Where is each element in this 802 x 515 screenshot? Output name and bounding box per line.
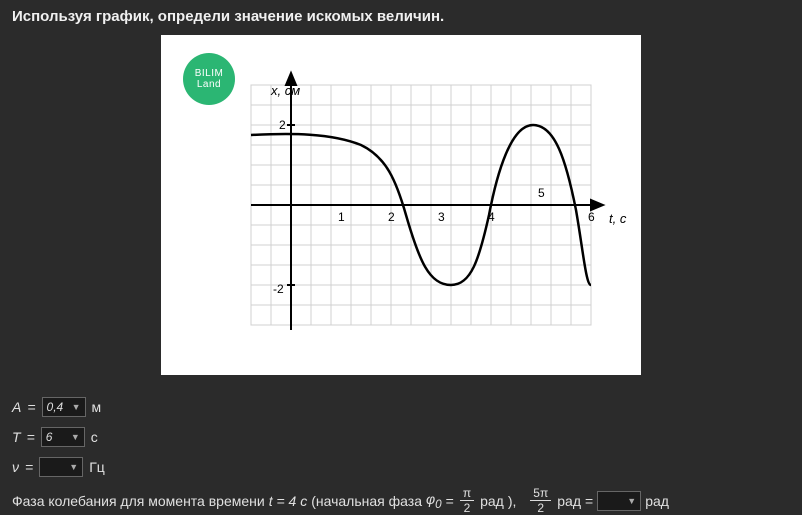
label-T: T xyxy=(12,423,21,451)
phase-t-eq: t = 4 с xyxy=(269,493,308,509)
dropdown-T-value: 6 xyxy=(46,425,53,449)
phase-prefix: Фаза колебания для момента времени xyxy=(12,493,265,509)
rad-unit-3: рад xyxy=(645,493,669,509)
svg-text:6: 6 xyxy=(588,210,595,224)
y-tick-neg2: -2 xyxy=(273,282,284,296)
equals: = xyxy=(25,453,33,481)
rad-unit-2: рад xyxy=(557,493,581,509)
answer-T-row: T = 6 ▼ с xyxy=(12,423,790,451)
svg-text:5: 5 xyxy=(538,186,545,200)
equals: = xyxy=(585,493,593,509)
x-axis-label: t, с xyxy=(609,211,627,226)
dropdown-T[interactable]: 6 ▼ xyxy=(41,427,85,447)
logo-line2: Land xyxy=(197,79,221,90)
svg-text:1: 1 xyxy=(338,210,345,224)
chevron-down-icon: ▼ xyxy=(72,398,81,416)
dropdown-A-value: 0,4 xyxy=(47,395,64,419)
label-A: A xyxy=(12,393,21,421)
phase-value-fraction: 5π 2 xyxy=(530,487,551,514)
answer-A-row: A = 0,4 ▼ м xyxy=(12,393,790,421)
y-tick-2: 2 xyxy=(279,118,286,132)
logo-line1: BILIM xyxy=(195,68,224,79)
unit-nu: Гц xyxy=(89,453,105,481)
dropdown-phase[interactable]: ▼ xyxy=(597,491,641,511)
phi0-fraction: π 2 xyxy=(460,487,474,514)
equals: = xyxy=(27,423,35,451)
rad-unit-1: рад xyxy=(480,493,504,509)
svg-text:2: 2 xyxy=(388,210,395,224)
chart-container: BILIM Land xyxy=(161,35,641,375)
answers-block: A = 0,4 ▼ м T = 6 ▼ с ν = ▼ Гц xyxy=(12,393,790,481)
chevron-down-icon: ▼ xyxy=(69,458,78,476)
problem-heading: Используя график, определи значение иско… xyxy=(12,8,790,25)
svg-text:3: 3 xyxy=(438,210,445,224)
unit-T: с xyxy=(91,423,98,451)
close-paren: ), xyxy=(508,493,517,509)
dropdown-nu[interactable]: ▼ xyxy=(39,457,83,477)
phi0-symbol: φ0 xyxy=(426,491,442,511)
oscillation-chart: x, см t, с 2 -2 1 2 3 4 5 6 xyxy=(171,45,631,365)
chevron-down-icon: ▼ xyxy=(627,496,636,506)
phase-initial-prefix: (начальная фаза xyxy=(311,493,422,509)
y-axis-label: x, см xyxy=(270,83,300,98)
equals: = xyxy=(27,393,35,421)
answer-nu-row: ν = ▼ Гц xyxy=(12,453,790,481)
chart-axes xyxy=(251,73,603,330)
dropdown-A[interactable]: 0,4 ▼ xyxy=(42,397,86,417)
unit-A: м xyxy=(92,393,102,421)
equals: = xyxy=(446,493,454,509)
bilim-land-logo: BILIM Land xyxy=(183,53,235,105)
label-nu: ν xyxy=(12,453,19,481)
chevron-down-icon: ▼ xyxy=(71,428,80,446)
phase-line: Фаза колебания для момента времени t = 4… xyxy=(12,487,790,514)
